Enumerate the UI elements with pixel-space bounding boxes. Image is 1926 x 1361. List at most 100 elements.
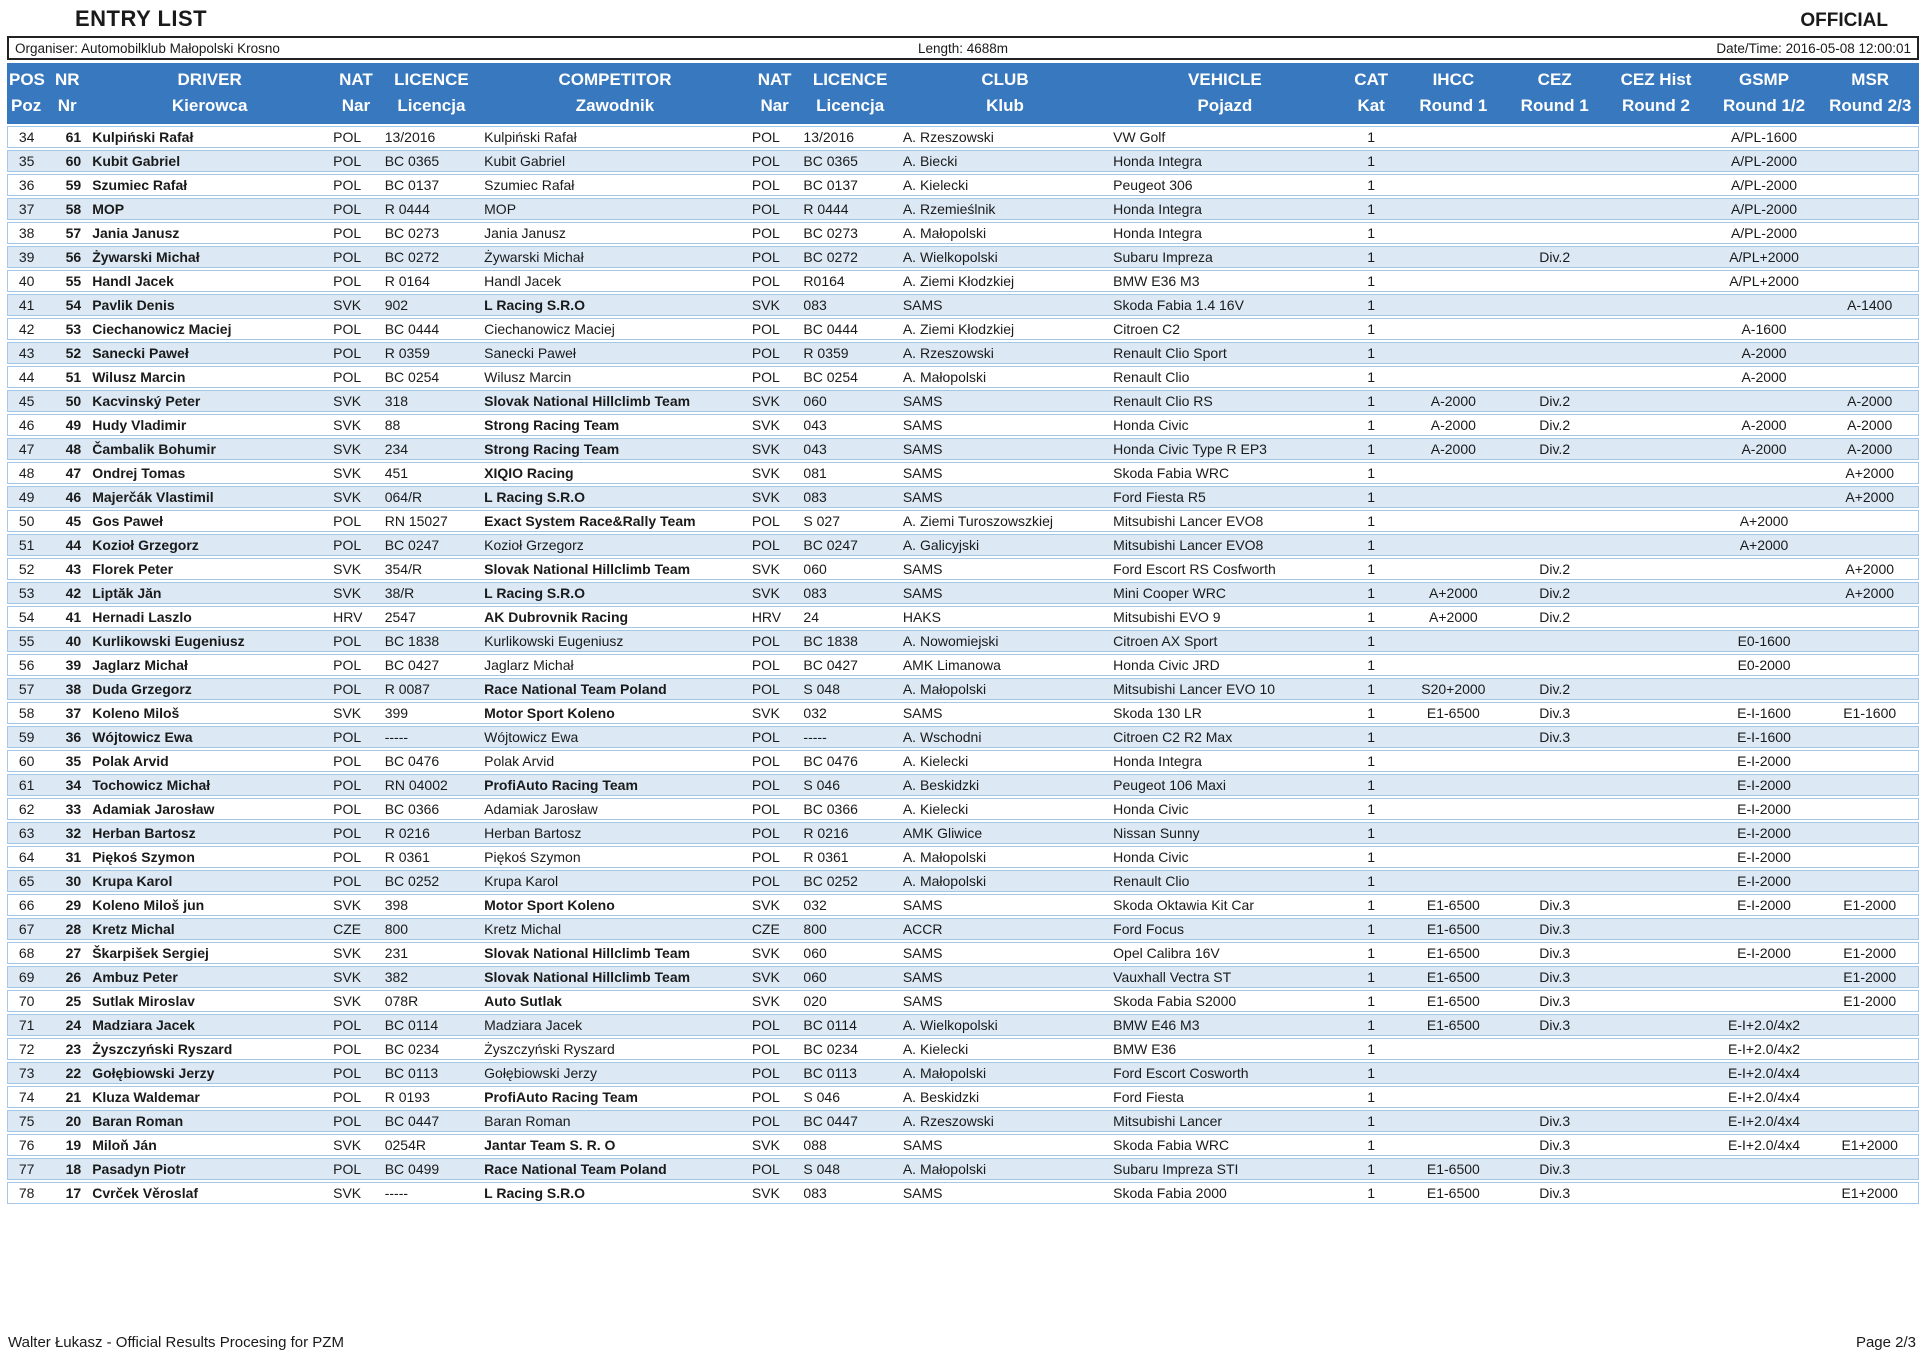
cell-nr: 35: [45, 749, 90, 772]
cell-driver_nat: POL: [330, 245, 382, 268]
cell-vehicle: Mitsubishi EVO 9: [1110, 605, 1340, 628]
cell-gsmp: E-I+2.0/4x4: [1706, 1133, 1822, 1156]
cell-gsmp: E-I+2.0/4x2: [1706, 1013, 1822, 1036]
cell-msr: [1821, 773, 1919, 796]
cell-club: A. Wschodni: [899, 725, 1111, 748]
table-row: 75 20 Baran Roman POL BC 0447 Baran Roman POL B…: [7, 1109, 1919, 1132]
cell-driver: Miloň Ján: [89, 1133, 331, 1156]
cell-driver_nat: SVK: [330, 893, 382, 916]
cell-competitor: XIQIO Racing: [481, 461, 749, 484]
cell-driver_licence: R 0444: [381, 197, 482, 220]
cell-club: A. Małopolski: [899, 677, 1111, 700]
cell-cat: 1: [1339, 245, 1403, 268]
cell-comp_nat: POL: [748, 173, 801, 196]
cell-msr: [1821, 533, 1919, 556]
cell-driver_licence: 064/R: [381, 485, 482, 508]
table-row: 57 38 Duda Grzegorz POL R 0087 Race National …: [7, 677, 1919, 700]
cell-msr: [1821, 797, 1919, 820]
cell-pos: 58: [7, 701, 46, 724]
cell-competitor: Motor Sport Koleno: [481, 701, 749, 724]
cell-msr: A-2000: [1821, 437, 1919, 460]
footer-credit: Walter Łukasz - Official Results Procesi…: [8, 1334, 344, 1351]
cell-comp_nat: POL: [748, 197, 801, 220]
cell-club: A. Kielecki: [899, 1037, 1111, 1060]
cell-cez_hist: [1605, 173, 1707, 196]
cell-driver: Kulpiński Rafał: [89, 125, 331, 148]
cell-driver_licence: BC 0254: [381, 365, 482, 388]
cell-vehicle: Citroen C2: [1110, 317, 1340, 340]
cell-vehicle: Renault Clio: [1110, 365, 1340, 388]
table-row: 60 35 Polak Arvid POL BC 0476 Polak Arvid POL B…: [7, 749, 1919, 772]
cell-comp_nat: POL: [748, 725, 801, 748]
cell-nr: 58: [45, 197, 90, 220]
cell-vehicle: Honda Integra: [1110, 221, 1340, 244]
track-length-text: Length: 4688m: [917, 40, 1009, 56]
cell-cez_hist: [1605, 149, 1707, 172]
cell-comp_nat: SVK: [748, 581, 801, 604]
cell-msr: A+2000: [1821, 581, 1919, 604]
column-header-driver_nat: NAT Nar: [330, 63, 382, 124]
cell-nr: 50: [45, 389, 90, 412]
cell-comp_nat: SVK: [748, 893, 801, 916]
cell-ihcc: [1402, 773, 1505, 796]
cell-msr: [1821, 197, 1919, 220]
cell-club: SAMS: [899, 893, 1111, 916]
cell-cez_hist: [1605, 461, 1707, 484]
cell-ihcc: E1-6500: [1402, 917, 1505, 940]
cell-nr: 21: [45, 1085, 90, 1108]
cell-pos: 37: [7, 197, 46, 220]
cell-driver_licence: BC 0499: [381, 1157, 482, 1180]
cell-cez_hist: [1605, 653, 1707, 676]
cell-comp_licence: S 046: [800, 773, 900, 796]
cell-nr: 55: [45, 269, 90, 292]
cell-competitor: Motor Sport Koleno: [481, 893, 749, 916]
cell-cez_hist: [1605, 557, 1707, 580]
cell-pos: 36: [7, 173, 46, 196]
cell-cez: Div.3: [1504, 725, 1606, 748]
cell-msr: [1821, 677, 1919, 700]
cell-pos: 76: [7, 1133, 46, 1156]
cell-vehicle: Honda Civic JRD: [1110, 653, 1340, 676]
cell-comp_nat: POL: [748, 653, 801, 676]
cell-comp_licence: 020: [800, 989, 900, 1012]
cell-competitor: Kretz Michal: [481, 917, 749, 940]
cell-competitor: Baran Roman: [481, 1109, 749, 1132]
cell-driver_nat: POL: [330, 1061, 382, 1084]
cell-ihcc: [1402, 149, 1505, 172]
cell-comp_licence: BC 0366: [800, 797, 900, 820]
cell-vehicle: Mitsubishi Lancer EVO8: [1110, 509, 1340, 532]
cell-competitor: Madziara Jacek: [481, 1013, 749, 1036]
cell-driver_nat: SVK: [330, 941, 382, 964]
cell-cez: [1504, 509, 1606, 532]
cell-nr: 51: [45, 365, 90, 388]
cell-ihcc: [1402, 317, 1505, 340]
cell-cez: [1504, 485, 1606, 508]
cell-cat: 1: [1339, 269, 1403, 292]
cell-gsmp: A-2000: [1706, 437, 1822, 460]
cell-msr: [1821, 869, 1919, 892]
cell-cez: [1504, 461, 1606, 484]
table-row: 34 61 Kulpiński Rafał POL 13/2016 Kulpiński R…: [7, 125, 1919, 148]
cell-cez: [1504, 773, 1606, 796]
cell-cat: 1: [1339, 1157, 1403, 1180]
cell-msr: [1821, 509, 1919, 532]
cell-driver: Gos Paweł: [89, 509, 331, 532]
cell-cez_hist: [1605, 581, 1707, 604]
cell-vehicle: Mitsubishi Lancer: [1110, 1109, 1340, 1132]
cell-msr: [1821, 1061, 1919, 1084]
cell-pos: 61: [7, 773, 46, 796]
cell-pos: 35: [7, 149, 46, 172]
cell-comp_licence: 13/2016: [800, 125, 900, 148]
cell-club: A. Beskidzki: [899, 773, 1111, 796]
cell-club: A. Kielecki: [899, 749, 1111, 772]
cell-competitor: Strong Racing Team: [481, 437, 749, 460]
cell-competitor: Adamiak Jarosław: [481, 797, 749, 820]
cell-msr: [1821, 1109, 1919, 1132]
cell-cez: Div.2: [1504, 413, 1606, 436]
table-row: 74 21 Kluza Waldemar POL R 0193 ProfiAuto Rac…: [7, 1085, 1919, 1108]
cell-gsmp: [1706, 605, 1822, 628]
cell-msr: [1821, 1037, 1919, 1060]
cell-comp_licence: 032: [800, 701, 900, 724]
cell-msr: A-1400: [1821, 293, 1919, 316]
organiser-text: Organiser: Automobilklub Małopolski Kros…: [15, 40, 280, 56]
